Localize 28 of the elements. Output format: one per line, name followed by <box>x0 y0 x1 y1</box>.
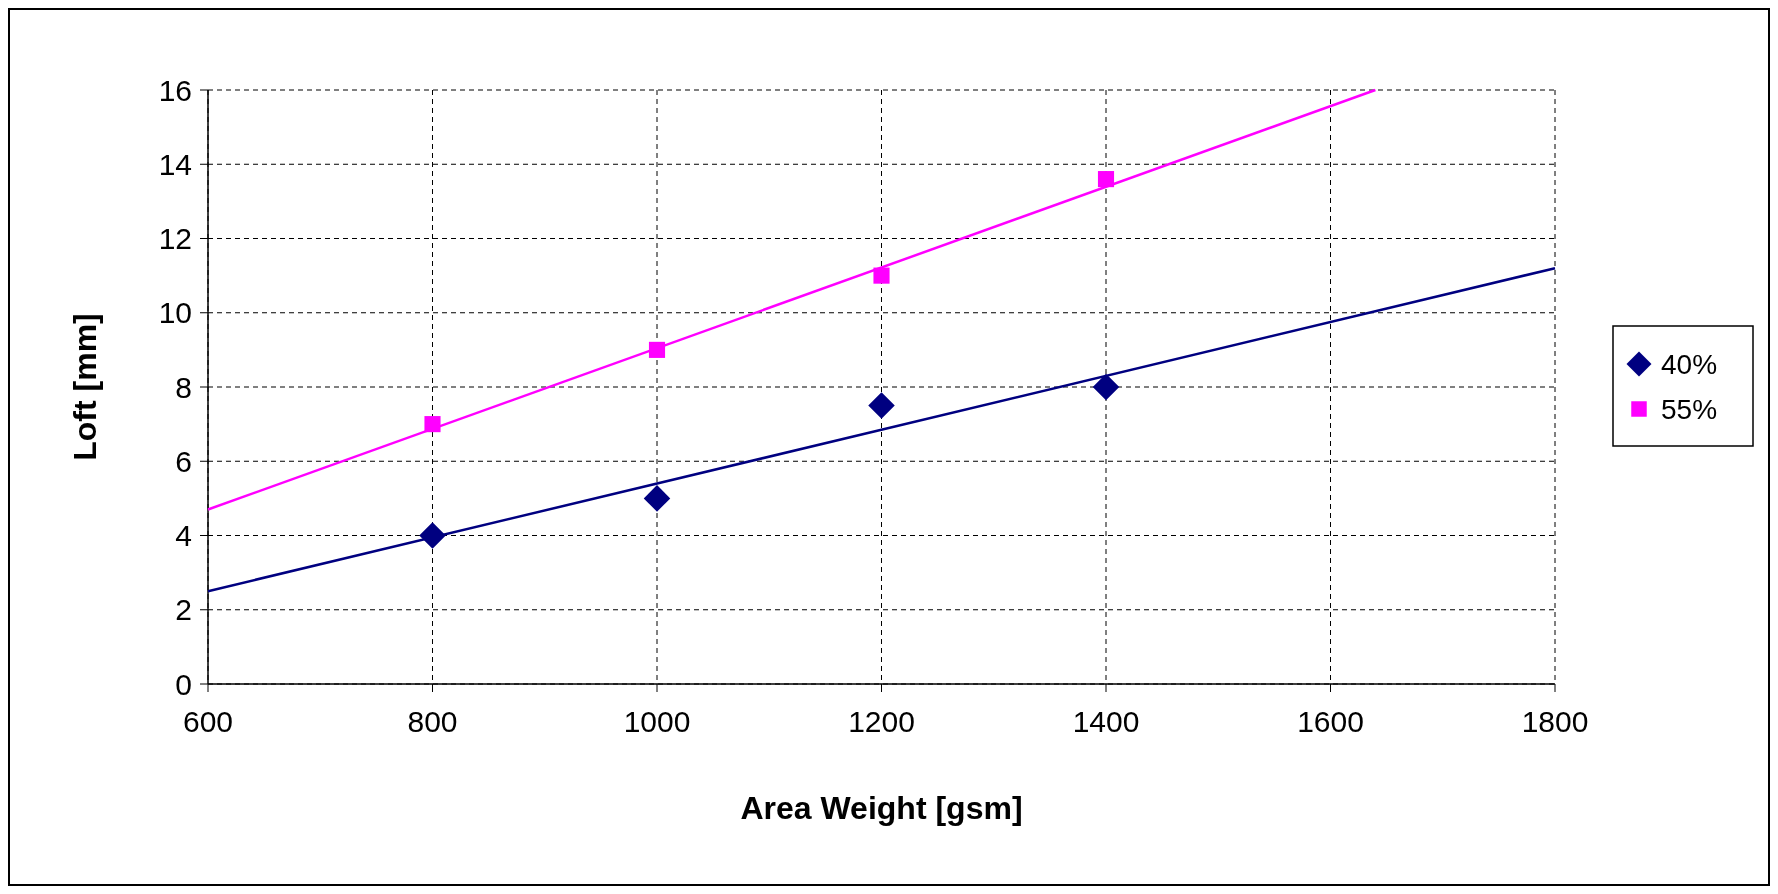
x-tick-label: 1800 <box>1521 705 1589 738</box>
legend-label: 40% <box>1661 348 1718 380</box>
y-tick-label: 10 <box>158 296 192 330</box>
y-tick-label: 6 <box>175 444 192 478</box>
y-tick-label: 14 <box>158 147 192 181</box>
x-tick-label: 1000 <box>623 705 691 738</box>
x-tick-label: 1600 <box>1297 705 1364 738</box>
point <box>1092 373 1120 401</box>
y-tick-label: 8 <box>175 370 192 404</box>
point <box>868 392 895 419</box>
point <box>873 267 890 284</box>
point <box>1097 171 1115 188</box>
x-tick-label: 800 <box>407 705 458 738</box>
y-tick-label: 16 <box>158 73 192 107</box>
x-tick-label: 600 <box>182 705 234 738</box>
point <box>424 416 441 433</box>
point <box>419 522 446 549</box>
y-tick-label: 2 <box>175 593 192 627</box>
x-tick-label: 1200 <box>848 705 915 738</box>
y-tick-label: 0 <box>175 667 192 701</box>
point <box>643 485 671 512</box>
point <box>648 341 666 358</box>
y-axis-title: Loft [mm] <box>67 313 103 461</box>
x-axis-title: Area Weight [gsm] <box>740 790 1023 826</box>
x-tick-label: 1400 <box>1072 705 1140 738</box>
y-tick-label: 4 <box>175 519 192 552</box>
y-tick-label: 12 <box>158 222 192 255</box>
legend-label: 55% <box>1661 393 1718 425</box>
